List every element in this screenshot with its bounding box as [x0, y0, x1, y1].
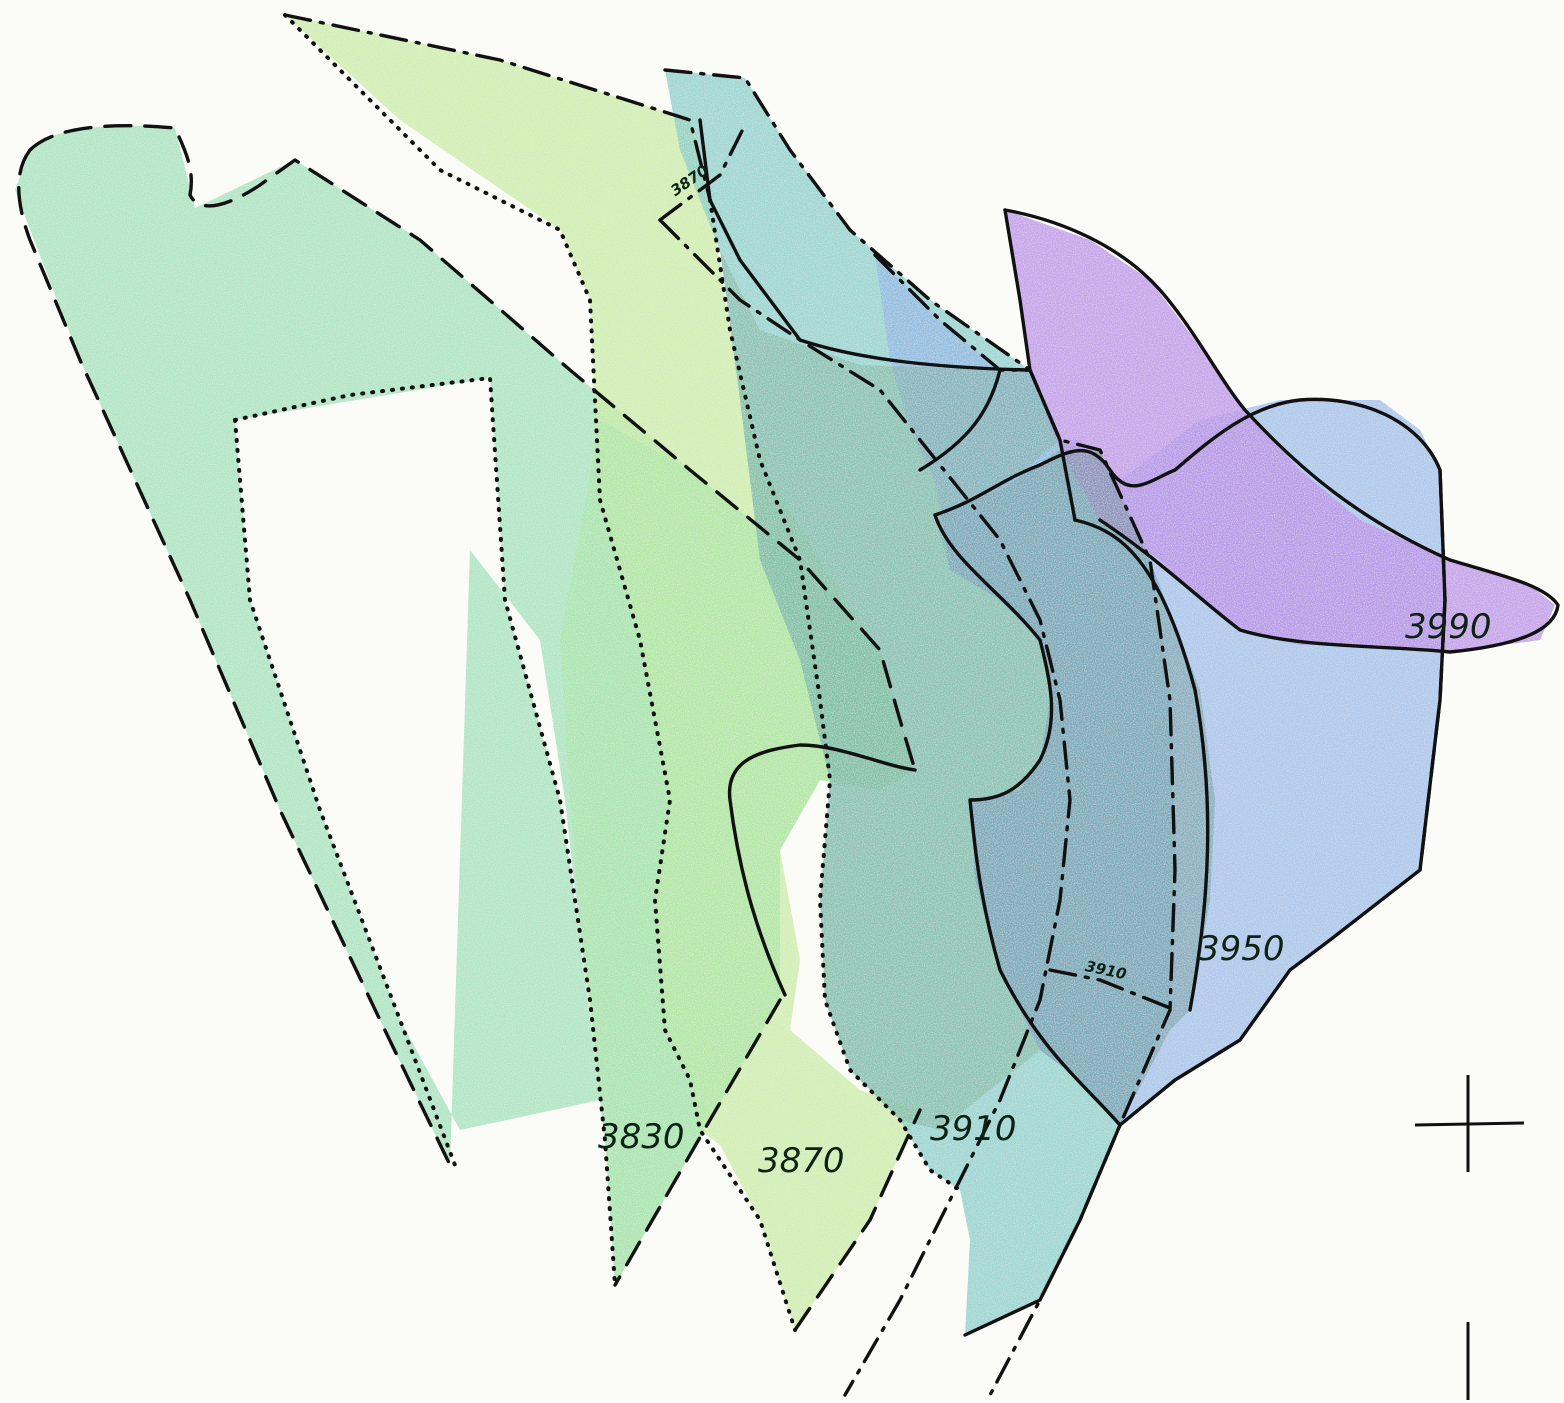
zone-3910-border-east-solid	[963, 1123, 1122, 1337]
zone-labels: 3830 3870 3910 3950 3990 3870 3910	[598, 161, 1492, 1181]
zone-3870-connector	[658, 123, 747, 222]
zone-3950-border-inner	[1073, 518, 1210, 1012]
overlap-core-fill	[935, 450, 1215, 1125]
zone-3910-segment	[1048, 968, 1177, 1012]
label-3870: 3870	[758, 1141, 845, 1181]
overlap-mid-fill	[720, 250, 1060, 1130]
zone-3990-border-west	[1003, 208, 1077, 522]
zone-3830-border-south	[613, 998, 782, 1287]
label-3830: 3830	[598, 1117, 685, 1157]
label-3950: 3950	[1198, 929, 1285, 969]
zone-3830-window	[233, 376, 617, 1287]
zone-3910-notch	[918, 368, 1002, 472]
zone-3950-border-inner-west	[873, 253, 1032, 372]
zone-3910-border-inner	[658, 218, 1072, 1397]
zone-3870-border-top	[283, 13, 712, 202]
zone-3870-border-east	[708, 198, 962, 1192]
zone-3870-border	[283, 13, 797, 1332]
zone-3870-border-south	[793, 1108, 922, 1332]
label-3910: 3910	[930, 1109, 1017, 1149]
zone-3950-border	[933, 397, 1447, 1127]
zone-fills	[15, 15, 1555, 1335]
zone-outlines	[17, 13, 1560, 1397]
plus-marker	[1414, 1075, 1525, 1172]
zone-3910-border-solid	[698, 118, 1032, 372]
label-3990: 3990	[1405, 607, 1492, 647]
zone-3830-window-west	[233, 418, 457, 1167]
zone-3870-lobe	[727, 743, 917, 997]
zone-3950-border-west	[933, 513, 1122, 1127]
zone-3830-border-west	[17, 148, 452, 1167]
zone-3990-border	[1003, 208, 1560, 654]
zone-3830-border	[28, 124, 917, 772]
